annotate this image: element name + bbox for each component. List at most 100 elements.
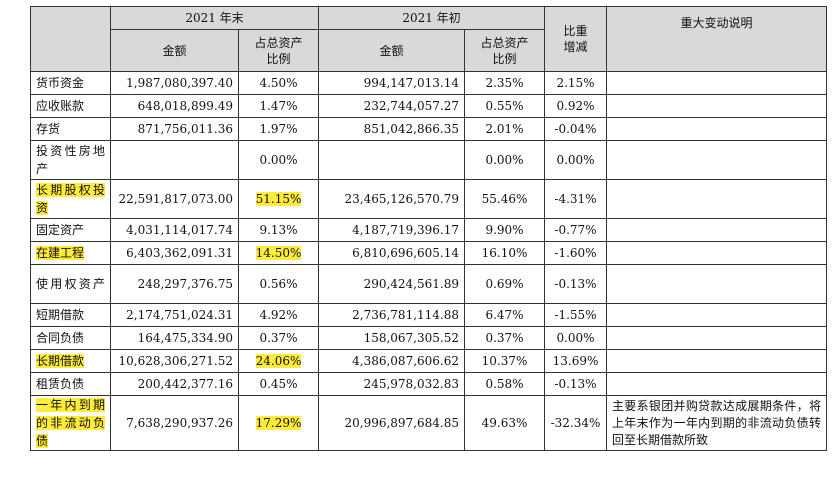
cell-start-pct: 16.10% — [464, 241, 545, 265]
cell-start-amount: 994,147,013.14 — [318, 71, 465, 95]
cell-end-amount: 1,987,080,397.40 — [110, 71, 239, 95]
highlight-mark: 长期股权投资 — [36, 183, 105, 215]
cell-start-amount: 851,042,866.35 — [318, 117, 465, 141]
cell-start-pct: 6.47% — [464, 303, 545, 327]
highlight-mark: 14.50% — [255, 246, 302, 260]
table-row: 应收账款 648,018,899.49 1.47% 232,744,057.27 0.5… — [30, 94, 827, 118]
cell-start-amount: 232,744,057.27 — [318, 94, 465, 118]
table-row: 长期股权投资 22,591,817,073.00 51.15% 23,465,126,… — [30, 179, 827, 219]
header-pct: 占总资产比例 — [238, 29, 319, 72]
table-row: 固定资产 4,031,114,017.74 9.13% 4,187,719,396.1… — [30, 218, 827, 242]
row-label: 使用权资产 — [30, 264, 111, 304]
table-row: 一年内到期的非流动负债 7,638,290,937.26 17.29% 20,996,… — [30, 395, 827, 451]
header-ratio-change: 比重增减 — [544, 6, 607, 72]
header-remark: 重大变动说明 — [606, 6, 827, 72]
cell-start-amount: 23,465,126,570.79 — [318, 179, 465, 219]
cell-change: -0.77% — [544, 218, 607, 242]
row-label: 货币资金 — [30, 71, 111, 95]
cell-remark: 主要系银团并购贷款达成展期条件，将上年末作为一年内到期的非流动负债转回至长期借款… — [606, 395, 827, 451]
cell-change: -1.60% — [544, 241, 607, 265]
cell-start-pct: 0.58% — [464, 372, 545, 396]
cell-end-amount: 4,031,114,017.74 — [110, 218, 239, 242]
cell-end-amount: 648,018,899.49 — [110, 94, 239, 118]
cell-start-amount: 6,810,696,605.14 — [318, 241, 465, 265]
table-row: 使用权资产 248,297,376.75 0.56% 290,424,561.89 0.… — [30, 264, 827, 304]
row-label: 应收账款 — [30, 94, 111, 118]
table-row: 租赁负债 200,442,377.16 0.45% 245,978,032.83 0.5… — [30, 372, 827, 396]
header-start-2021: 2021 年初 — [318, 6, 545, 30]
highlight-mark: 17.29% — [255, 416, 302, 430]
cell-start-pct: 0.55% — [464, 94, 545, 118]
cell-start-amount: 158,067,305.52 — [318, 326, 465, 350]
cell-end-pct: 17.29% — [238, 395, 319, 451]
table-row: 投资性房地产 0.00% 0.00% 0.00% — [30, 140, 827, 180]
cell-start-pct: 2.01% — [464, 117, 545, 141]
cell-end-amount: 2,174,751,024.31 — [110, 303, 239, 327]
cell-end-amount: 164,475,334.90 — [110, 326, 239, 350]
cell-end-amount: 6,403,362,091.31 — [110, 241, 239, 265]
row-label: 在建工程 — [30, 241, 111, 265]
cell-change: 13.69% — [544, 349, 607, 373]
cell-end-pct: 1.97% — [238, 117, 319, 141]
table-row: 货币资金 1,987,080,397.40 4.50% 994,147,013.14 2… — [30, 71, 827, 95]
cell-change: 0.00% — [544, 140, 607, 180]
highlight-mark: 长期借款 — [36, 354, 85, 368]
cell-change: -0.13% — [544, 372, 607, 396]
highlight-mark: 一年内到期的非流动负债 — [36, 398, 105, 448]
cell-remark — [606, 179, 827, 219]
row-label: 投资性房地产 — [30, 140, 111, 180]
cell-start-pct: 55.46% — [464, 179, 545, 219]
cell-remark — [606, 140, 827, 180]
cell-end-pct: 9.13% — [238, 218, 319, 242]
balance-sheet-table: 2021 年末 2021 年初 比重增减 重大变动说明 金额 占总资产比例 金额… — [30, 6, 827, 451]
cell-start-pct: 0.37% — [464, 326, 545, 350]
cell-change: -0.04% — [544, 117, 607, 141]
table-row: 存货 871,756,011.36 1.97% 851,042,866.35 2.01%… — [30, 117, 827, 141]
cell-end-amount — [110, 140, 239, 180]
cell-change: -32.34% — [544, 395, 607, 451]
cell-end-pct: 0.37% — [238, 326, 319, 350]
cell-end-amount: 248,297,376.75 — [110, 264, 239, 304]
cell-start-pct: 0.00% — [464, 140, 545, 180]
highlight-mark: 在建工程 — [36, 246, 85, 260]
cell-remark — [606, 372, 827, 396]
cell-end-pct: 4.50% — [238, 71, 319, 95]
cell-start-amount — [318, 140, 465, 180]
row-label: 短期借款 — [30, 303, 111, 327]
cell-start-amount: 245,978,032.83 — [318, 372, 465, 396]
cell-start-amount: 2,736,781,114.88 — [318, 303, 465, 327]
table-row: 在建工程 6,403,362,091.31 14.50% 6,810,696,605.… — [30, 241, 827, 265]
row-label: 合同负债 — [30, 326, 111, 350]
row-label: 固定资产 — [30, 218, 111, 242]
cell-start-amount: 4,386,087,606.62 — [318, 349, 465, 373]
cell-start-pct: 10.37% — [464, 349, 545, 373]
cell-remark — [606, 71, 827, 95]
cell-start-pct: 0.69% — [464, 264, 545, 304]
cell-start-pct: 9.90% — [464, 218, 545, 242]
cell-end-amount: 7,638,290,937.26 — [110, 395, 239, 451]
cell-change: -0.13% — [544, 264, 607, 304]
cell-start-amount: 20,996,897,684.85 — [318, 395, 465, 451]
table-row: 长期借款 10,628,306,271.52 24.06% 4,386,087,606… — [30, 349, 827, 373]
cell-start-pct: 2.35% — [464, 71, 545, 95]
cell-remark — [606, 241, 827, 265]
row-label: 长期借款 — [30, 349, 111, 373]
table-row: 短期借款 2,174,751,024.31 4.92% 2,736,781,114.8… — [30, 303, 827, 327]
cell-end-pct: 0.45% — [238, 372, 319, 396]
cell-end-pct: 14.50% — [238, 241, 319, 265]
cell-end-pct: 4.92% — [238, 303, 319, 327]
row-label: 存货 — [30, 117, 111, 141]
cell-end-amount: 22,591,817,073.00 — [110, 179, 239, 219]
cell-end-amount: 200,442,377.16 — [110, 372, 239, 396]
row-label: 租赁负债 — [30, 372, 111, 396]
cell-change: -4.31% — [544, 179, 607, 219]
cell-remark — [606, 94, 827, 118]
cell-change: -1.55% — [544, 303, 607, 327]
cell-remark — [606, 326, 827, 350]
highlight-mark: 51.15% — [255, 192, 302, 206]
header-end-2021: 2021 年末 — [110, 6, 319, 30]
cell-start-amount: 290,424,561.89 — [318, 264, 465, 304]
cell-end-pct: 51.15% — [238, 179, 319, 219]
cell-end-pct: 1.47% — [238, 94, 319, 118]
header-amount: 金额 — [318, 29, 465, 72]
